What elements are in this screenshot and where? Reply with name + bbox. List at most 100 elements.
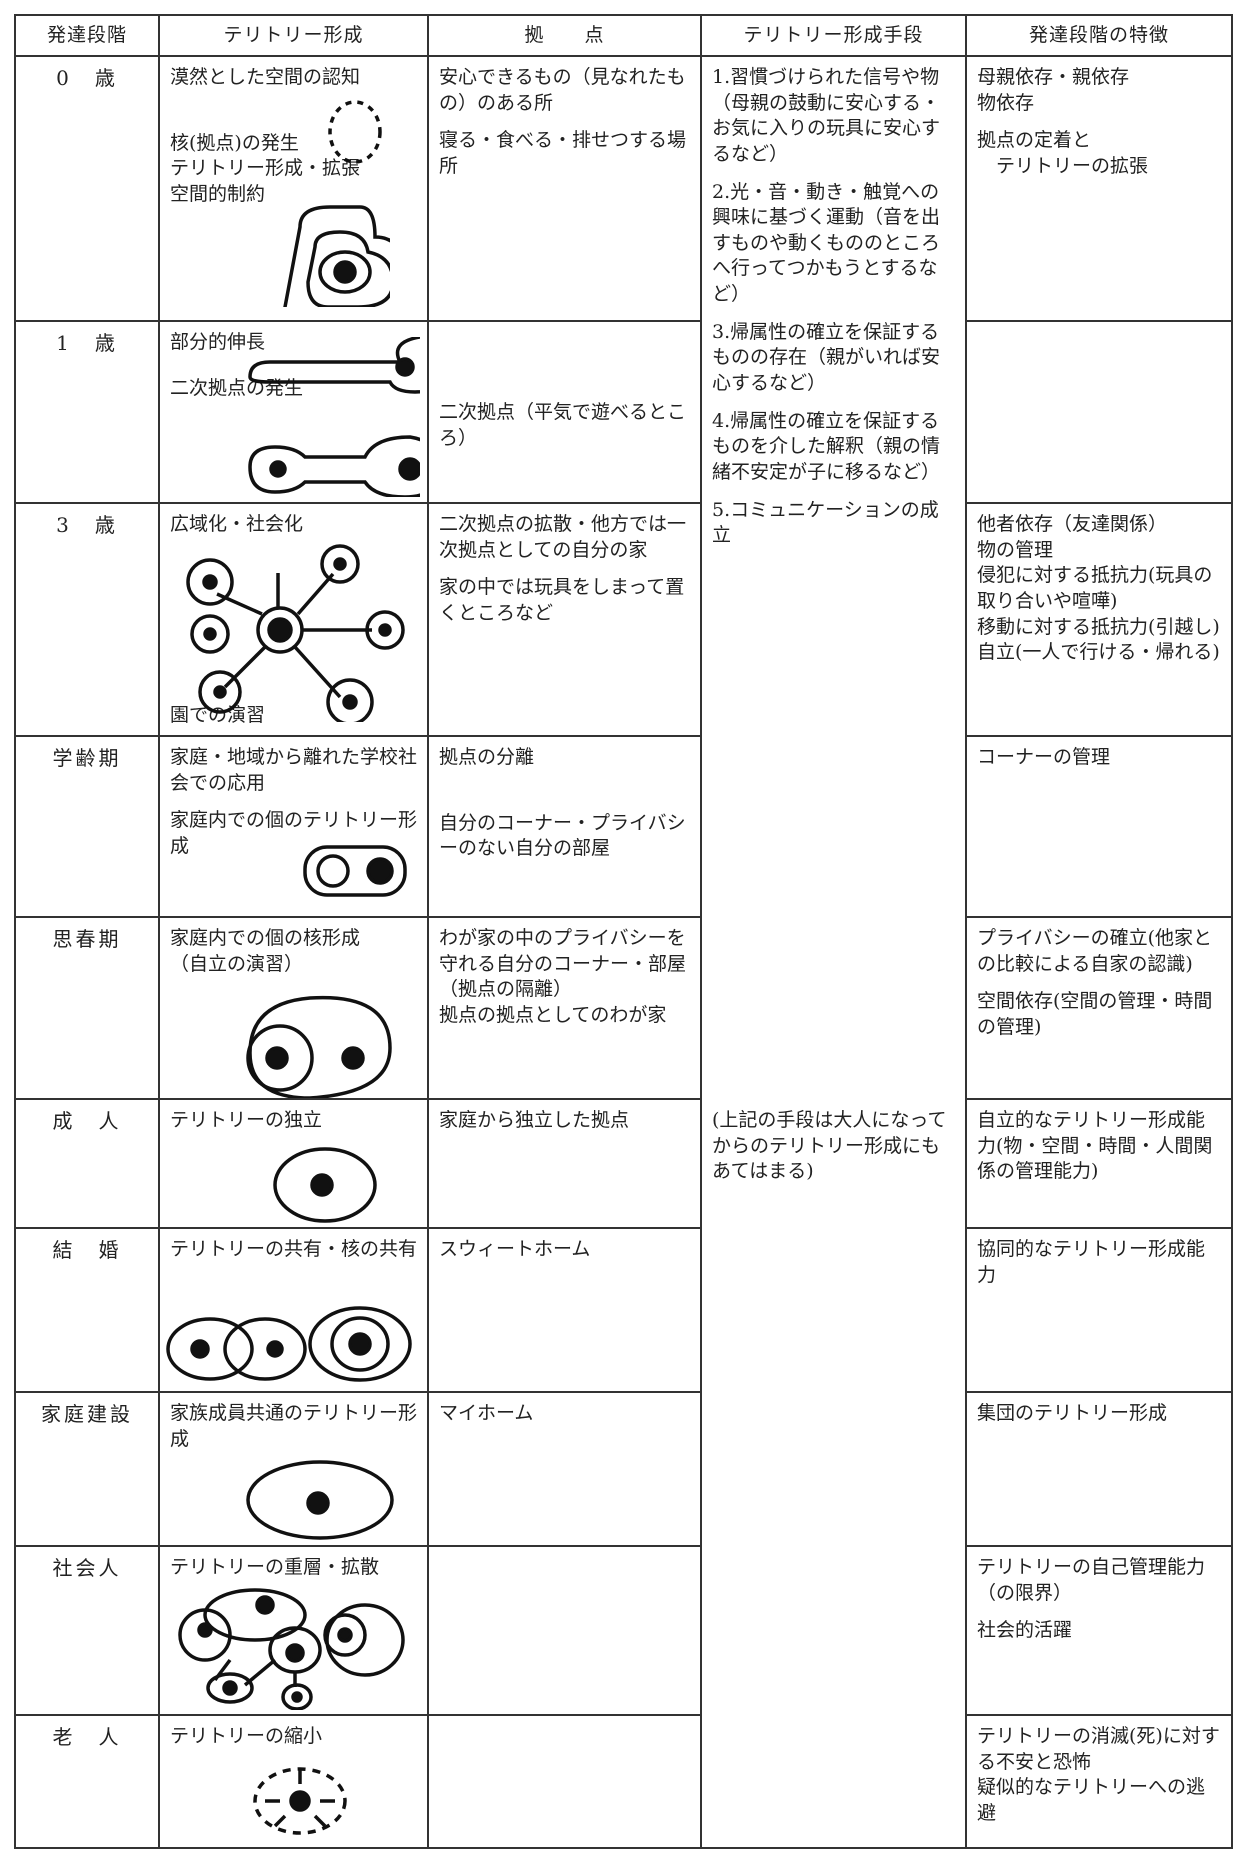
stage-cell: 1 歳 xyxy=(14,320,160,504)
formation-cell: 広域化・社会化 園での演習 xyxy=(158,502,429,737)
formation-cell: 家庭・地域から離れた学校社会での応用 家庭内での個のテリトリー形成 xyxy=(158,735,429,918)
cell-text: マイホーム xyxy=(439,1402,534,1424)
cell-text: 2.光・音・動き・触覚への興味に基づく運動（音を出すものや動くもののところへ行っ… xyxy=(712,180,941,306)
territory-table: 発達段階 テリトリー形成拠 点テリトリー形成手段 発達段階の特徴 0 歳漠然とした空間… xyxy=(14,14,1233,1849)
cell-text: 安心できるもの（見なれたもの）のある所 xyxy=(439,66,686,114)
cell-text: 寝る・食べる・排せつする場所 xyxy=(439,129,687,177)
header-cell: 拠 点 xyxy=(427,14,702,57)
cell-text: 5.コミュニケーションの成立 xyxy=(712,498,939,547)
header-cell: 発達段階の特徴 xyxy=(965,14,1233,57)
cell-text: テリトリーの共有・核の共有 xyxy=(170,1238,418,1260)
stage-cell: 家庭建設 xyxy=(14,1391,160,1547)
cell-text: スウィートホーム xyxy=(439,1238,591,1260)
cell-text: 家庭から独立した拠点 xyxy=(439,1109,630,1131)
cell-text: 園での演習 xyxy=(170,704,266,727)
cell-text: 他者依存（友達関係） 物の管理 侵犯に対する抵抗力(玩具の取り合いや喧嘩) 移動… xyxy=(977,513,1220,664)
territory-sketch xyxy=(186,544,405,722)
cell-text: 4.帰属性の確立を保証するものを介した解釈（親の情緒不安定が子に移るなど） xyxy=(712,409,941,483)
stage-cell: 成 人 xyxy=(14,1098,160,1229)
cell-text: テリトリーの消滅(死)に対する不安と恐怖 疑似的なテリトリーへの逃避 xyxy=(977,1725,1220,1824)
stage-row: 学齢期 家庭・地域から離れた学校社会での応用 家庭内での個のテリトリー形成 拠点の分離… xyxy=(14,735,1233,918)
features-cell: 自立的なテリトリー形成能力(物・空間・時間・人間関係の管理能力) xyxy=(965,1098,1233,1229)
stage-cell: 結 婚 xyxy=(14,1227,160,1393)
cell-text: プライバシーの確立(他家との比較による自家の認識) xyxy=(977,927,1213,975)
territory-sketch xyxy=(248,337,420,497)
cell-text: 1.習慣づけられた信号や物（母親の鼓動に安心する・お気に入りの玩具に安心するなど… xyxy=(712,66,941,165)
territory-sketch xyxy=(166,1306,412,1382)
features-cell: テリトリーの自己管理能力（の限界） 社会的活躍 xyxy=(965,1545,1233,1716)
stage-row: 結 婚テリトリーの共有・核の共有 スウィートホーム 協同的なテリトリー形成能力 xyxy=(14,1227,1233,1393)
cell-text: 自分のコーナー・プライバシーのない自分の部屋 xyxy=(439,811,686,860)
base-cell xyxy=(427,1714,702,1849)
stage-row: 思春期 家庭内での個の核形成 （自立の演習） わが家の中のプライバシーを守れる自分の… xyxy=(14,916,1233,1100)
territory-sketch xyxy=(253,1767,347,1835)
cell-text: 家庭内での個の核形成 （自立の演習） xyxy=(170,927,361,975)
features-cell: 他者依存（友達関係） 物の管理 侵犯に対する抵抗力(玩具の取り合いや喧嘩) 移動… xyxy=(965,502,1233,737)
cell-text: 空間依存(空間の管理・時間の管理) xyxy=(977,990,1213,1038)
stage-row: 老 人テリトリーの縮小 テリトリーの消滅(死)に対する不安と恐怖 疑似的なテリトリ… xyxy=(14,1714,1233,1849)
formation-cell: 部分的伸長 二次拠点の発生 xyxy=(158,320,429,504)
header-row: 発達段階 テリトリー形成拠 点テリトリー形成手段 発達段階の特徴 xyxy=(14,14,1233,57)
stage-cell: 3 歳 xyxy=(14,502,160,737)
cell-text: 母親依存・親依存 物依存 xyxy=(977,66,1130,114)
cell-text: 家庭・地域から離れた学校社会での応用 xyxy=(170,746,418,794)
features-cell: 母親依存・親依存 物依存 拠点の定着と テリトリーの拡張 xyxy=(965,55,1233,322)
stage-row: 家庭建設 家族成員共通のテリトリー形成 マイホーム 集団のテリトリー形成 xyxy=(14,1391,1233,1547)
base-cell: 二次拠点の拡散・他方では一次拠点としての自分の家 家の中では玩具をしまって置くとこ… xyxy=(427,502,702,737)
stage-row: 0 歳漠然とした空間の認知 核(拠点)の発生 テリトリー形成・拡張 空間的制約 安心… xyxy=(14,55,1233,1849)
cell-text: 拠点の定着と テリトリーの拡張 xyxy=(977,129,1149,177)
formation-cell: 漠然とした空間の認知 核(拠点)の発生 テリトリー形成・拡張 空間的制約 xyxy=(158,55,429,322)
territory-table-sheet: 発達段階 テリトリー形成拠 点テリトリー形成手段 発達段階の特徴 0 歳漠然とした空間… xyxy=(14,14,1233,1849)
features-cell: コーナーの管理 xyxy=(965,735,1233,918)
header-cell: 発達段階 xyxy=(14,14,160,57)
stage-cell: 0 歳 xyxy=(14,55,160,322)
cell-text: わが家の中のプライバシーを守れる自分のコーナー・部屋（拠点の隔離） 拠点の拠点と… xyxy=(439,927,687,1026)
formation-cell: テリトリーの独立 xyxy=(158,1098,429,1229)
cell-text: 拠点の分離 xyxy=(439,746,535,768)
cell-text: テリトリーの独立 xyxy=(170,1109,323,1131)
formation-cell: 家庭内での個の核形成 （自立の演習） xyxy=(158,916,429,1100)
cell-text: テリトリーの自己管理能力（の限界） xyxy=(977,1556,1206,1604)
cell-text: 協同的なテリトリー形成能力 xyxy=(977,1238,1206,1286)
formation-cell: 家族成員共通のテリトリー形成 xyxy=(158,1391,429,1547)
territory-sketch xyxy=(246,995,392,1097)
stage-cell: 老 人 xyxy=(14,1714,160,1849)
cell-text: テリトリーの縮小 xyxy=(170,1725,323,1747)
territory-sketch xyxy=(303,845,407,897)
formation-cell: テリトリーの縮小 xyxy=(158,1714,429,1849)
stage-row: 成 人テリトリーの独立 家庭から独立した拠点 自立的なテリトリー形成能力(物・空間・… xyxy=(14,1098,1233,1229)
features-cell: テリトリーの消滅(死)に対する不安と恐怖 疑似的なテリトリーへの逃避 xyxy=(965,1714,1233,1849)
stage-cell: 思春期 xyxy=(14,916,160,1100)
cell-text: 二次拠点（平気で遊べるところ） xyxy=(439,401,687,449)
cell-text: 核(拠点)の発生 テリトリー形成・拡張 空間的制約 xyxy=(170,131,361,205)
cell-text: 集団のテリトリー形成 xyxy=(977,1402,1168,1424)
header-cell: テリトリー形成手段 xyxy=(700,14,967,57)
formation-cell: テリトリーの重層・拡散 xyxy=(158,1545,429,1716)
means-cell: 1.習慣づけられた信号や物（母親の鼓動に安心する・お気に入りの玩具に安心するなど… xyxy=(700,55,967,1849)
stage-cell: 社会人 xyxy=(14,1545,160,1716)
cell-text: コーナーの管理 xyxy=(977,746,1111,768)
means-note: (上記の手段は大人になってからのテリトリー形成にもあてはまる) xyxy=(712,1109,947,1183)
cell-text: テリトリーの重層・拡散 xyxy=(170,1556,380,1578)
territory-sketch xyxy=(178,1588,405,1710)
base-cell: 家庭から独立した拠点 xyxy=(427,1098,702,1229)
base-cell: マイホーム xyxy=(427,1391,702,1547)
base-cell: 二次拠点（平気で遊べるところ） xyxy=(427,320,702,504)
stage-cell: 学齢期 xyxy=(14,735,160,918)
base-cell: スウィートホーム xyxy=(427,1227,702,1393)
stage-row: 3 歳広域化・社会化 園での演習 二次拠点の拡散・他方では一次拠点としての自分の家家… xyxy=(14,502,1233,737)
base-cell xyxy=(427,1545,702,1716)
cell-text: 家庭内での個のテリトリー形成 xyxy=(170,809,418,857)
territory-sketch xyxy=(273,1147,377,1223)
features-cell: プライバシーの確立(他家との比較による自家の認識) 空間依存(空間の管理・時間の管… xyxy=(965,916,1233,1100)
territory-sketch xyxy=(283,100,390,307)
territory-sketch xyxy=(246,1460,394,1540)
cell-text: 家の中では玩具をしまって置くところなど xyxy=(439,576,685,624)
features-cell: 協同的なテリトリー形成能力 xyxy=(965,1227,1233,1393)
cell-text: 二次拠点の拡散・他方では一次拠点としての自分の家 xyxy=(439,513,687,561)
features-cell xyxy=(965,320,1233,504)
cell-text: 3.帰属性の確立を保証するものの存在（親がいれば安心するなど） xyxy=(712,320,941,395)
base-cell: 拠点の分離自分のコーナー・プライバシーのない自分の部屋 xyxy=(427,735,702,918)
cell-text: 広域化・社会化 xyxy=(170,513,304,535)
